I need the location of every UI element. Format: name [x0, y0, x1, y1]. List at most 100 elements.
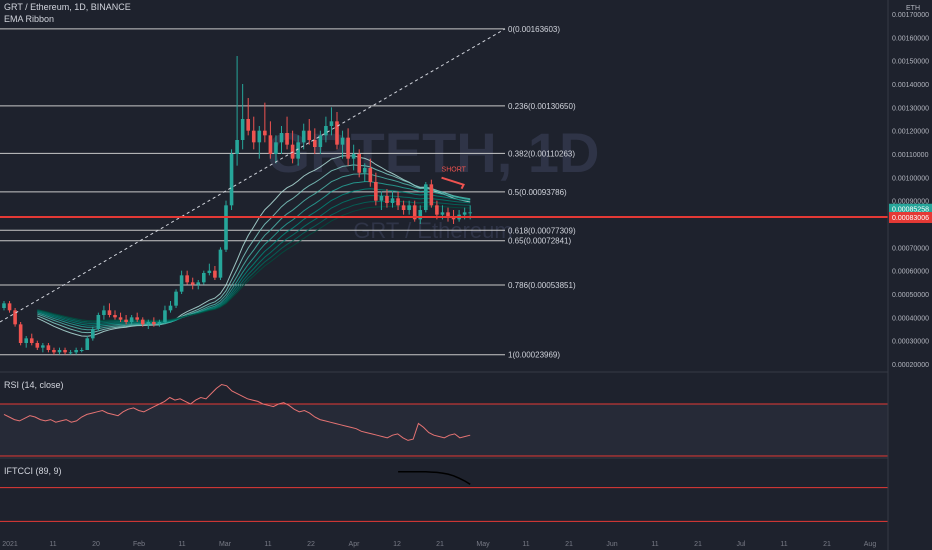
watermark-main: GRTETH, 1D: [267, 121, 600, 184]
candle-body: [157, 322, 162, 325]
candle-body: [41, 345, 45, 348]
candle-body: [196, 282, 201, 285]
candle-body: [374, 182, 378, 201]
time-axis-label: 21: [565, 541, 573, 548]
candle-body: [24, 338, 28, 343]
rsi-label: RSI (14, close): [4, 380, 64, 390]
candle-body: [174, 291, 178, 306]
line-price-tag: [889, 211, 932, 223]
candle-body: [163, 310, 167, 322]
candle-body: [329, 121, 334, 126]
candle-body: [224, 205, 228, 250]
indicator-label: EMA Ribbon: [4, 14, 55, 24]
candle-body: [246, 119, 250, 131]
price-tick: 0.00060000: [892, 269, 929, 276]
candle-body: [407, 205, 411, 210]
candle-body: [401, 205, 406, 210]
candle-body: [46, 345, 51, 350]
candle-body: [340, 137, 345, 145]
candle-body: [2, 303, 6, 308]
price-tick: 0.00050000: [892, 292, 929, 299]
candle-body: [63, 350, 67, 353]
fib-label-0.382: 0.382(0.00110263): [508, 149, 575, 158]
candle-body: [296, 142, 300, 159]
fib-label-0.236: 0.236(0.00130650): [508, 102, 576, 111]
candle-body: [57, 350, 62, 353]
ema-ribbon-line: [37, 173, 471, 331]
candle-body: [207, 270, 212, 273]
candle-body: [190, 282, 195, 285]
time-axis-label: Feb: [133, 541, 145, 548]
candle-body: [396, 198, 400, 206]
price-tick: 0.00090000: [892, 199, 929, 206]
ema-ribbon-line: [37, 194, 471, 325]
candle-body: [251, 130, 256, 143]
candle-body: [385, 196, 389, 203]
fib-label-0: 0(0.00163603): [508, 25, 560, 34]
fib-label-0.5: 0.5(0.00093786): [508, 188, 567, 197]
symbol-title: GRT / Ethereum, 1D, BINANCE: [4, 2, 131, 12]
candle-body: [462, 212, 467, 215]
candle-body: [346, 137, 350, 159]
candle-body: [235, 140, 239, 154]
price-tick: 0.00130000: [892, 105, 929, 112]
candle-body: [362, 168, 367, 173]
candle-body: [113, 315, 117, 318]
candle-body: [390, 198, 395, 203]
candle-body: [324, 126, 328, 136]
candle-body: [335, 121, 339, 145]
candle-body: [118, 317, 123, 320]
candle-body: [301, 130, 306, 143]
time-axis-label: Aug: [864, 541, 877, 548]
price-tick: 0.00150000: [892, 59, 929, 66]
ema-ribbon-line: [37, 155, 471, 337]
candle-body: [429, 184, 434, 206]
candle-body: [129, 317, 134, 322]
candle-body: [257, 130, 262, 143]
candle-body: [357, 154, 361, 173]
candle-body: [85, 338, 90, 350]
candle-body: [74, 350, 78, 353]
trend-line: [0, 28, 506, 323]
candle-body: [35, 343, 40, 348]
time-axis-label: 21: [436, 541, 444, 548]
last-price-value: 0.00085258: [892, 207, 929, 214]
candle-body: [7, 303, 12, 311]
time-axis-label: 11: [49, 541, 56, 548]
price-tick: 0.00170000: [892, 12, 929, 19]
rsi-band: [0, 404, 888, 456]
candle-body: [229, 154, 234, 206]
candle-body: [451, 217, 456, 220]
time-axis-label: Jun: [606, 541, 617, 548]
candle-body: [440, 212, 445, 215]
time-axis-label: 2021: [2, 541, 18, 548]
candle-body: [91, 329, 95, 339]
candle-body: [13, 310, 17, 325]
candle-body: [218, 249, 223, 278]
candle-body: [263, 130, 267, 136]
price-tick: 0.00020000: [892, 362, 929, 369]
time-axis-label: 20: [92, 541, 100, 548]
price-tick: 0.00070000: [892, 245, 929, 252]
candle-body: [279, 133, 284, 143]
candle-body: [179, 275, 184, 292]
time-axis-label: 11: [780, 541, 787, 548]
candle-body: [313, 140, 317, 147]
time-axis-label: Apr: [349, 541, 361, 548]
fib-label-0.65: 0.65(0.00072841): [508, 237, 572, 246]
price-tick: 0.00140000: [892, 82, 929, 89]
candle-body: [424, 184, 428, 210]
iftcci-label: IFTCCI (89, 9): [4, 466, 62, 476]
price-tick: 0.00160000: [892, 35, 929, 42]
candle-body: [379, 196, 384, 201]
time-axis-label: Jul: [737, 541, 746, 548]
time-axis-label: 12: [393, 541, 401, 548]
candle-body: [102, 310, 106, 315]
candle-body: [368, 168, 373, 182]
time-axis-label: 21: [823, 541, 831, 548]
candle-body: [202, 273, 206, 283]
candle-body: [185, 275, 189, 283]
candle-body: [285, 133, 289, 145]
